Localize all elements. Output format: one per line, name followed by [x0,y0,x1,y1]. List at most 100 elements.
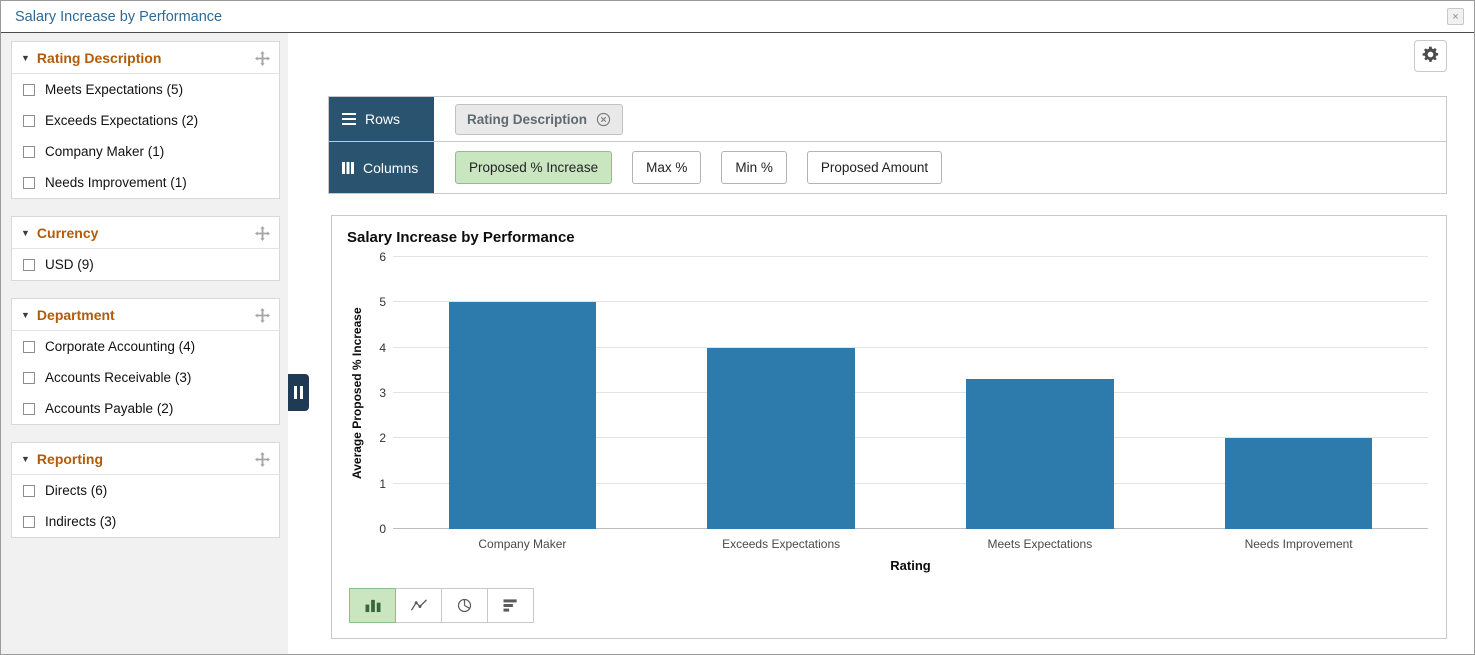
filter-section-reporting: ▼ Reporting Directs (6) Indirects (3) [11,442,280,538]
chart-plot-wrapper: Average Proposed % Increase 0 1 2 3 4 5 6 Comp… [347,250,1436,573]
filter-option-exceeds-expectations-2[interactable]: Exceeds Expectations (2) [12,105,279,136]
horizontal-bar-chart-icon [502,598,520,613]
checkbox[interactable] [23,515,35,528]
rows-bar: Rows Rating Description [329,97,1446,142]
chart-type-line-chart-button[interactable] [395,588,442,623]
column-option-proposed-amount[interactable]: Proposed Amount [806,151,943,184]
filter-option-accounts-receivable-3[interactable]: Accounts Receivable (3) [12,362,279,393]
collapse-triangle-icon[interactable]: ▼ [21,310,30,320]
filter-option-indirects-3[interactable]: Indirects (3) [12,506,279,537]
bar-slot [652,257,911,529]
pause-bar-icon [294,386,297,399]
filter-option-needs-improvement-1[interactable]: Needs Improvement (1) [12,167,279,198]
filter-option-directs-6[interactable]: Directs (6) [12,475,279,506]
filter-section-title: Currency [36,225,99,241]
remove-chip-icon[interactable] [596,112,611,127]
move-icon[interactable] [255,225,270,241]
chart-type-pie-chart-button[interactable] [441,588,488,623]
pivot-config-box: Rows Rating Description Columns Proposed… [328,96,1447,194]
chart-type-horizontal-bar-chart-button[interactable] [487,588,534,623]
gridline [393,301,1428,303]
move-icon[interactable] [255,451,270,467]
filter-option-label: Directs (6) [45,483,108,498]
row-chip-rating-description[interactable]: Rating Description [455,103,624,135]
filter-option-label: Needs Improvement (1) [45,175,187,190]
collapse-triangle-icon[interactable]: ▼ [21,228,30,238]
checkbox[interactable] [23,484,35,497]
columns-tab-label: Columns [363,159,419,176]
filter-section-header: ▼ Department [12,299,279,331]
y-tick-label: 3 [379,386,386,400]
filter-option-company-maker-1[interactable]: Company Maker (1) [12,136,279,167]
filter-section-title: Reporting [36,451,104,467]
checkbox[interactable] [23,176,35,189]
filter-option-accounts-payable-2[interactable]: Accounts Payable (2) [12,393,279,424]
x-tick-label: Exceeds Expectations [722,537,841,551]
y-tick-label: 4 [379,340,386,355]
collapse-triangle-icon[interactable]: ▼ [21,454,30,464]
sidebar-collapse-handle[interactable] [288,374,309,411]
filter-section-title: Rating Description [36,50,162,66]
y-tick-label: 0 [379,522,386,536]
bar-slot [393,257,652,529]
move-icon[interactable] [255,50,270,66]
filter-option-label: Company Maker (1) [45,144,165,159]
filter-option-label: USD (9) [45,257,94,272]
y-axis-title: Average Proposed % Increase [350,307,364,479]
bar-slot [911,257,1170,529]
y-tick-label: 2 [379,431,386,446]
bar-meets-expectations[interactable] [966,379,1114,529]
column-option-proposed-increase[interactable]: Proposed % Increase [455,151,613,184]
column-option-max[interactable]: Max % [632,151,702,184]
x-tick-label: Company Maker [478,537,567,551]
main-panel: Rows Rating Description Columns Proposed… [288,33,1474,654]
filter-sidebar: ▼ Rating Description Meets Expectations (5… [1,33,288,654]
filter-option-label: Accounts Payable (2) [45,401,174,416]
options-gear-button[interactable] [1414,40,1447,72]
checkbox[interactable] [23,145,35,158]
checkbox[interactable] [23,83,35,96]
filter-option-corporate-accounting-4[interactable]: Corporate Accounting (4) [12,331,279,362]
columns-bar: Columns Proposed % Increase Max % Min % Pro… [329,142,1446,193]
checkbox[interactable] [23,114,35,127]
bar-company-maker[interactable] [448,302,597,529]
filter-option-meets-expectations-5[interactable]: Meets Expectations (5) [12,74,279,105]
chart-panel: Salary Increase by Performance Average P… [331,215,1447,639]
collapse-triangle-icon[interactable]: ▼ [21,53,30,63]
checkbox[interactable] [23,371,35,384]
y-tick-label: 5 [379,295,386,310]
columns-tab[interactable]: Columns [329,142,434,193]
gridline [393,528,1428,529]
rows-tab[interactable]: Rows [329,97,434,141]
filter-option-label: Exceeds Expectations (2) [45,113,199,128]
filter-section-header: ▼ Rating Description [12,42,279,74]
x-tick-label: Meets Expectations [987,537,1093,551]
window-body: ▼ Rating Description Meets Expectations (5… [1,33,1474,654]
filter-section-title: Department [36,307,115,323]
move-icon[interactable] [255,307,270,323]
y-tick-label: 6 [379,250,386,264]
checkbox[interactable] [23,340,35,353]
checkbox[interactable] [23,258,35,271]
chart-type-bar-chart-button[interactable] [349,588,396,623]
checkbox[interactable] [23,402,35,415]
filter-option-usd-9[interactable]: USD (9) [12,249,279,280]
gridline [393,346,1428,348]
close-icon[interactable]: × [1447,8,1464,25]
window-title: Salary Increase by Performance [15,8,223,25]
filter-section-header: ▼ Reporting [12,443,279,475]
row-chip-label: Rating Description [467,111,588,127]
column-option-min[interactable]: Min % [721,151,787,184]
gridline [393,437,1428,439]
bar-chart-icon [364,598,382,613]
filter-section-department: ▼ Department Corporate Accounting (4) Accou… [11,298,280,425]
columns-content: Proposed % Increase Max % Min % Proposed Am… [434,142,1446,193]
bar-needs-improvement[interactable] [1224,438,1373,529]
rows-tab-label: Rows [365,111,401,127]
pie-chart-icon [457,598,472,613]
x-tick-label: Needs Improvement [1244,537,1353,551]
bar-exceeds-expectations[interactable] [707,347,855,529]
rows-icon [342,113,356,125]
gridline [393,256,1428,257]
